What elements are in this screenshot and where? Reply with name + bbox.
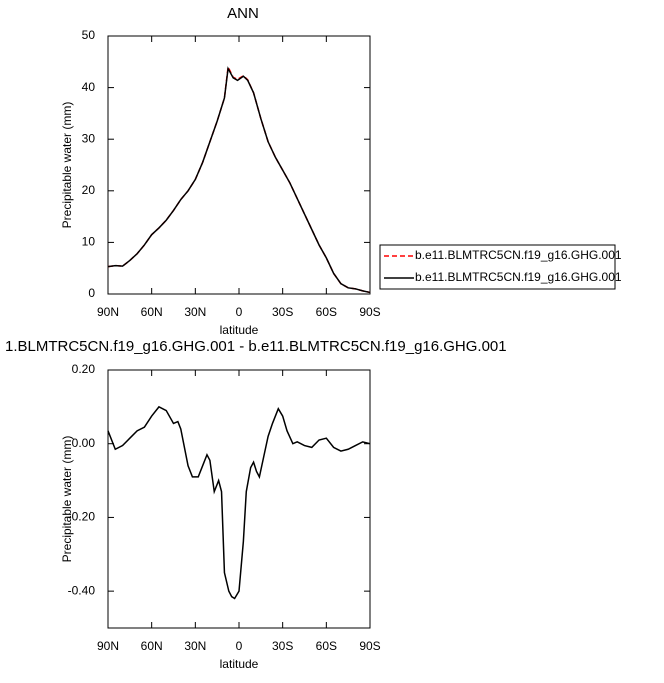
x-axis-label: latitude (220, 657, 259, 671)
y-tick-label: 0.00 (72, 436, 96, 450)
series-line (107, 64, 371, 294)
y-tick-label: 0.20 (72, 362, 96, 376)
x-axis-label: latitude (220, 323, 259, 337)
series-line (107, 66, 371, 294)
y-axis-label: Precipitable water (mm) (60, 436, 74, 563)
y-tick-label: 0 (88, 286, 95, 300)
x-tick-label: 0 (236, 305, 243, 319)
x-tick-label: 90S (359, 639, 380, 653)
x-tick-label: 60S (316, 305, 337, 319)
x-tick-label: 60N (141, 305, 163, 319)
y-tick-label: 40 (82, 80, 96, 94)
x-tick-label: 90N (97, 305, 119, 319)
y-tick-label: 20 (82, 183, 96, 197)
x-tick-label: 90N (97, 639, 119, 653)
x-tick-label: 30N (184, 305, 206, 319)
chart-title: ANN (227, 5, 259, 22)
x-tick-label: 30S (272, 305, 293, 319)
y-tick-label: -0.20 (68, 510, 96, 524)
y-tick-label: 50 (82, 28, 96, 42)
chart-title: 1.BLMTRC5CN.f19_g16.GHG.001 - b.e11.BLMT… (5, 338, 507, 355)
y-tick-label: 10 (82, 235, 96, 249)
legend-box (379, 244, 616, 290)
x-tick-label: 30N (184, 639, 206, 653)
x-tick-label: 90S (359, 305, 380, 319)
legend-label: b.e11.BLMTRC5CN.f19_g16.GHG.001 (415, 270, 622, 284)
x-tick-label: 60S (316, 639, 337, 653)
y-axis-label: Precipitable water (mm) (60, 102, 74, 229)
x-tick-label: 60N (141, 639, 163, 653)
x-tick-label: 30S (272, 639, 293, 653)
legend-label: b.e11.BLMTRC5CN.f19_g16.GHG.001 (415, 248, 622, 262)
y-tick-label: 30 (82, 131, 96, 145)
x-tick-label: 0 (236, 639, 243, 653)
y-tick-label: -0.40 (68, 583, 96, 597)
series-line (107, 405, 371, 600)
plot-frame (107, 35, 371, 295)
